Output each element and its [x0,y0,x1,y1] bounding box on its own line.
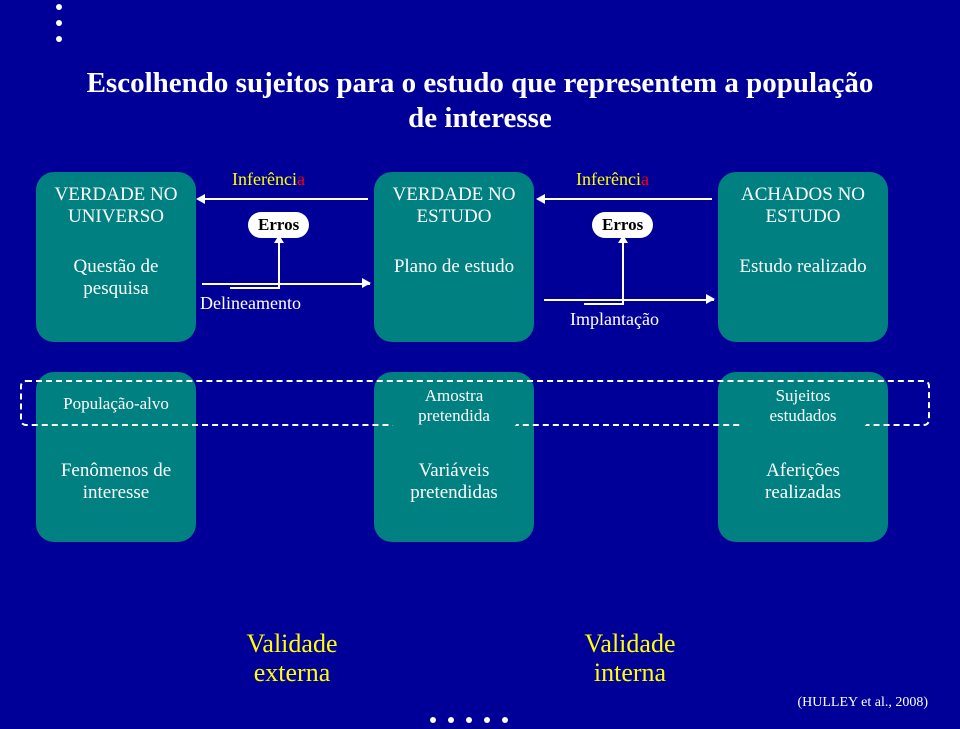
label-implantacao: Implantação [570,310,659,328]
label-variaveis: Variáveispretendidas [374,460,534,504]
label-validade-externa: Validadeexterna [222,630,362,687]
pill-populacao-alvo: População-alvo [46,388,186,420]
label-delineamento: Delineamento [200,294,301,312]
label-fenomenos: Fenômenos deinteresse [36,460,196,504]
page-title: Escolhendo sujeitos para o estudo que re… [40,66,920,136]
panel-verdade-universo: VERDADE NO UNIVERSO Questão de pesquisa [36,172,196,342]
pill-sujeitos-estudados: Sujeitosestudados [736,382,870,430]
label-inferencia-2: Inferência [576,170,649,188]
title-line2: de interesse [408,102,552,134]
title-line1: Escolhendo sujeitos para o estudo que re… [87,67,874,99]
arrow-inferencia-1 [204,198,368,200]
label-inferencia-1: Inferência [232,170,305,188]
citation: (HULLEY et al., 2008) [798,695,929,711]
label-afericoes: Aferiçõesrealizadas [718,460,888,504]
panel-verdade-estudo: VERDADE NO ESTUDO Plano de estudo [374,172,534,342]
panel-achados-estudo: ACHADOS NO ESTUDO Estudo realizado [718,172,888,342]
pill-amostra-pretendida: Amostrapretendida [388,382,520,430]
decorative-bullets [56,4,62,52]
label-validade-interna: Validadeinterna [560,630,700,687]
arrow-inferencia-2 [544,198,712,200]
decorative-bottom-dots [430,717,508,723]
connector-erros-2 [622,243,624,305]
